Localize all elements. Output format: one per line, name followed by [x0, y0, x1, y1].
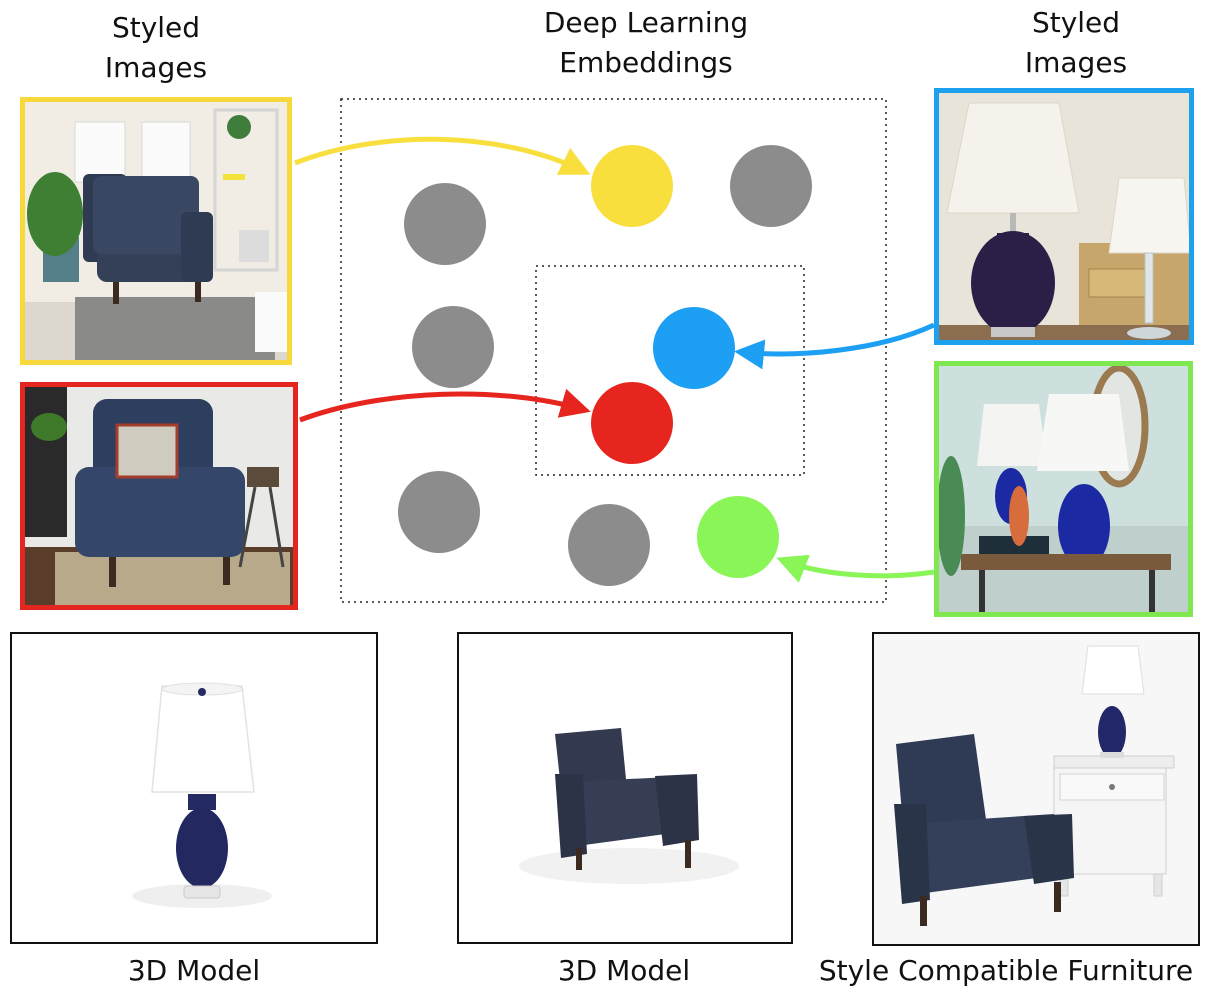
left-styled-images-label: Styled Images	[104, 11, 208, 84]
styled-image-table-lamps	[934, 88, 1194, 345]
embeddings-label: Deep Learning Embeddings	[543, 6, 749, 79]
table-lamps-photo-icon	[939, 93, 1189, 340]
chair-3d-model	[457, 632, 793, 944]
style-compatible-furniture-label: Style Compatible Furniture	[818, 954, 1194, 987]
styled-image-chair-living-room	[20, 97, 292, 365]
arrow-green	[776, 554, 935, 583]
lamp-3d-render-icon	[132, 682, 272, 908]
embedding-space-outer-box	[340, 98, 887, 603]
armchair-3d-render-icon	[519, 728, 739, 884]
right-styled-images-label: Styled Images	[1024, 6, 1128, 79]
arrow-yellow	[294, 136, 591, 175]
embedding-gray-1	[404, 183, 486, 265]
embedding-gray-4	[730, 145, 812, 227]
embedding-green	[697, 496, 779, 578]
compatible-cluster-box	[535, 265, 805, 476]
lamps-on-side-table-photo-icon	[939, 366, 1188, 612]
embedding-yellow	[591, 145, 673, 227]
embedding-gray-3	[398, 471, 480, 553]
chair-lamp-nightstand-render-icon	[874, 634, 1198, 944]
arrow-blue	[734, 322, 936, 370]
embedding-red	[591, 382, 673, 464]
embedding-gray-5	[568, 504, 650, 586]
styled-image-lamps-side-table	[934, 361, 1193, 617]
embedding-gray-2	[412, 306, 494, 388]
lamp-3d-model-label: 3D Model	[127, 954, 261, 987]
arrow-red	[299, 388, 591, 423]
armchair-with-pillow-photo-icon	[25, 387, 293, 605]
lamp-3d-model	[10, 632, 378, 944]
styled-image-chair-cushion	[20, 382, 298, 610]
style-compatible-furniture-render	[872, 632, 1200, 946]
chair-3d-model-label: 3D Model	[557, 954, 691, 987]
armchair-living-room-photo-icon	[25, 102, 287, 360]
embedding-blue	[653, 307, 735, 389]
